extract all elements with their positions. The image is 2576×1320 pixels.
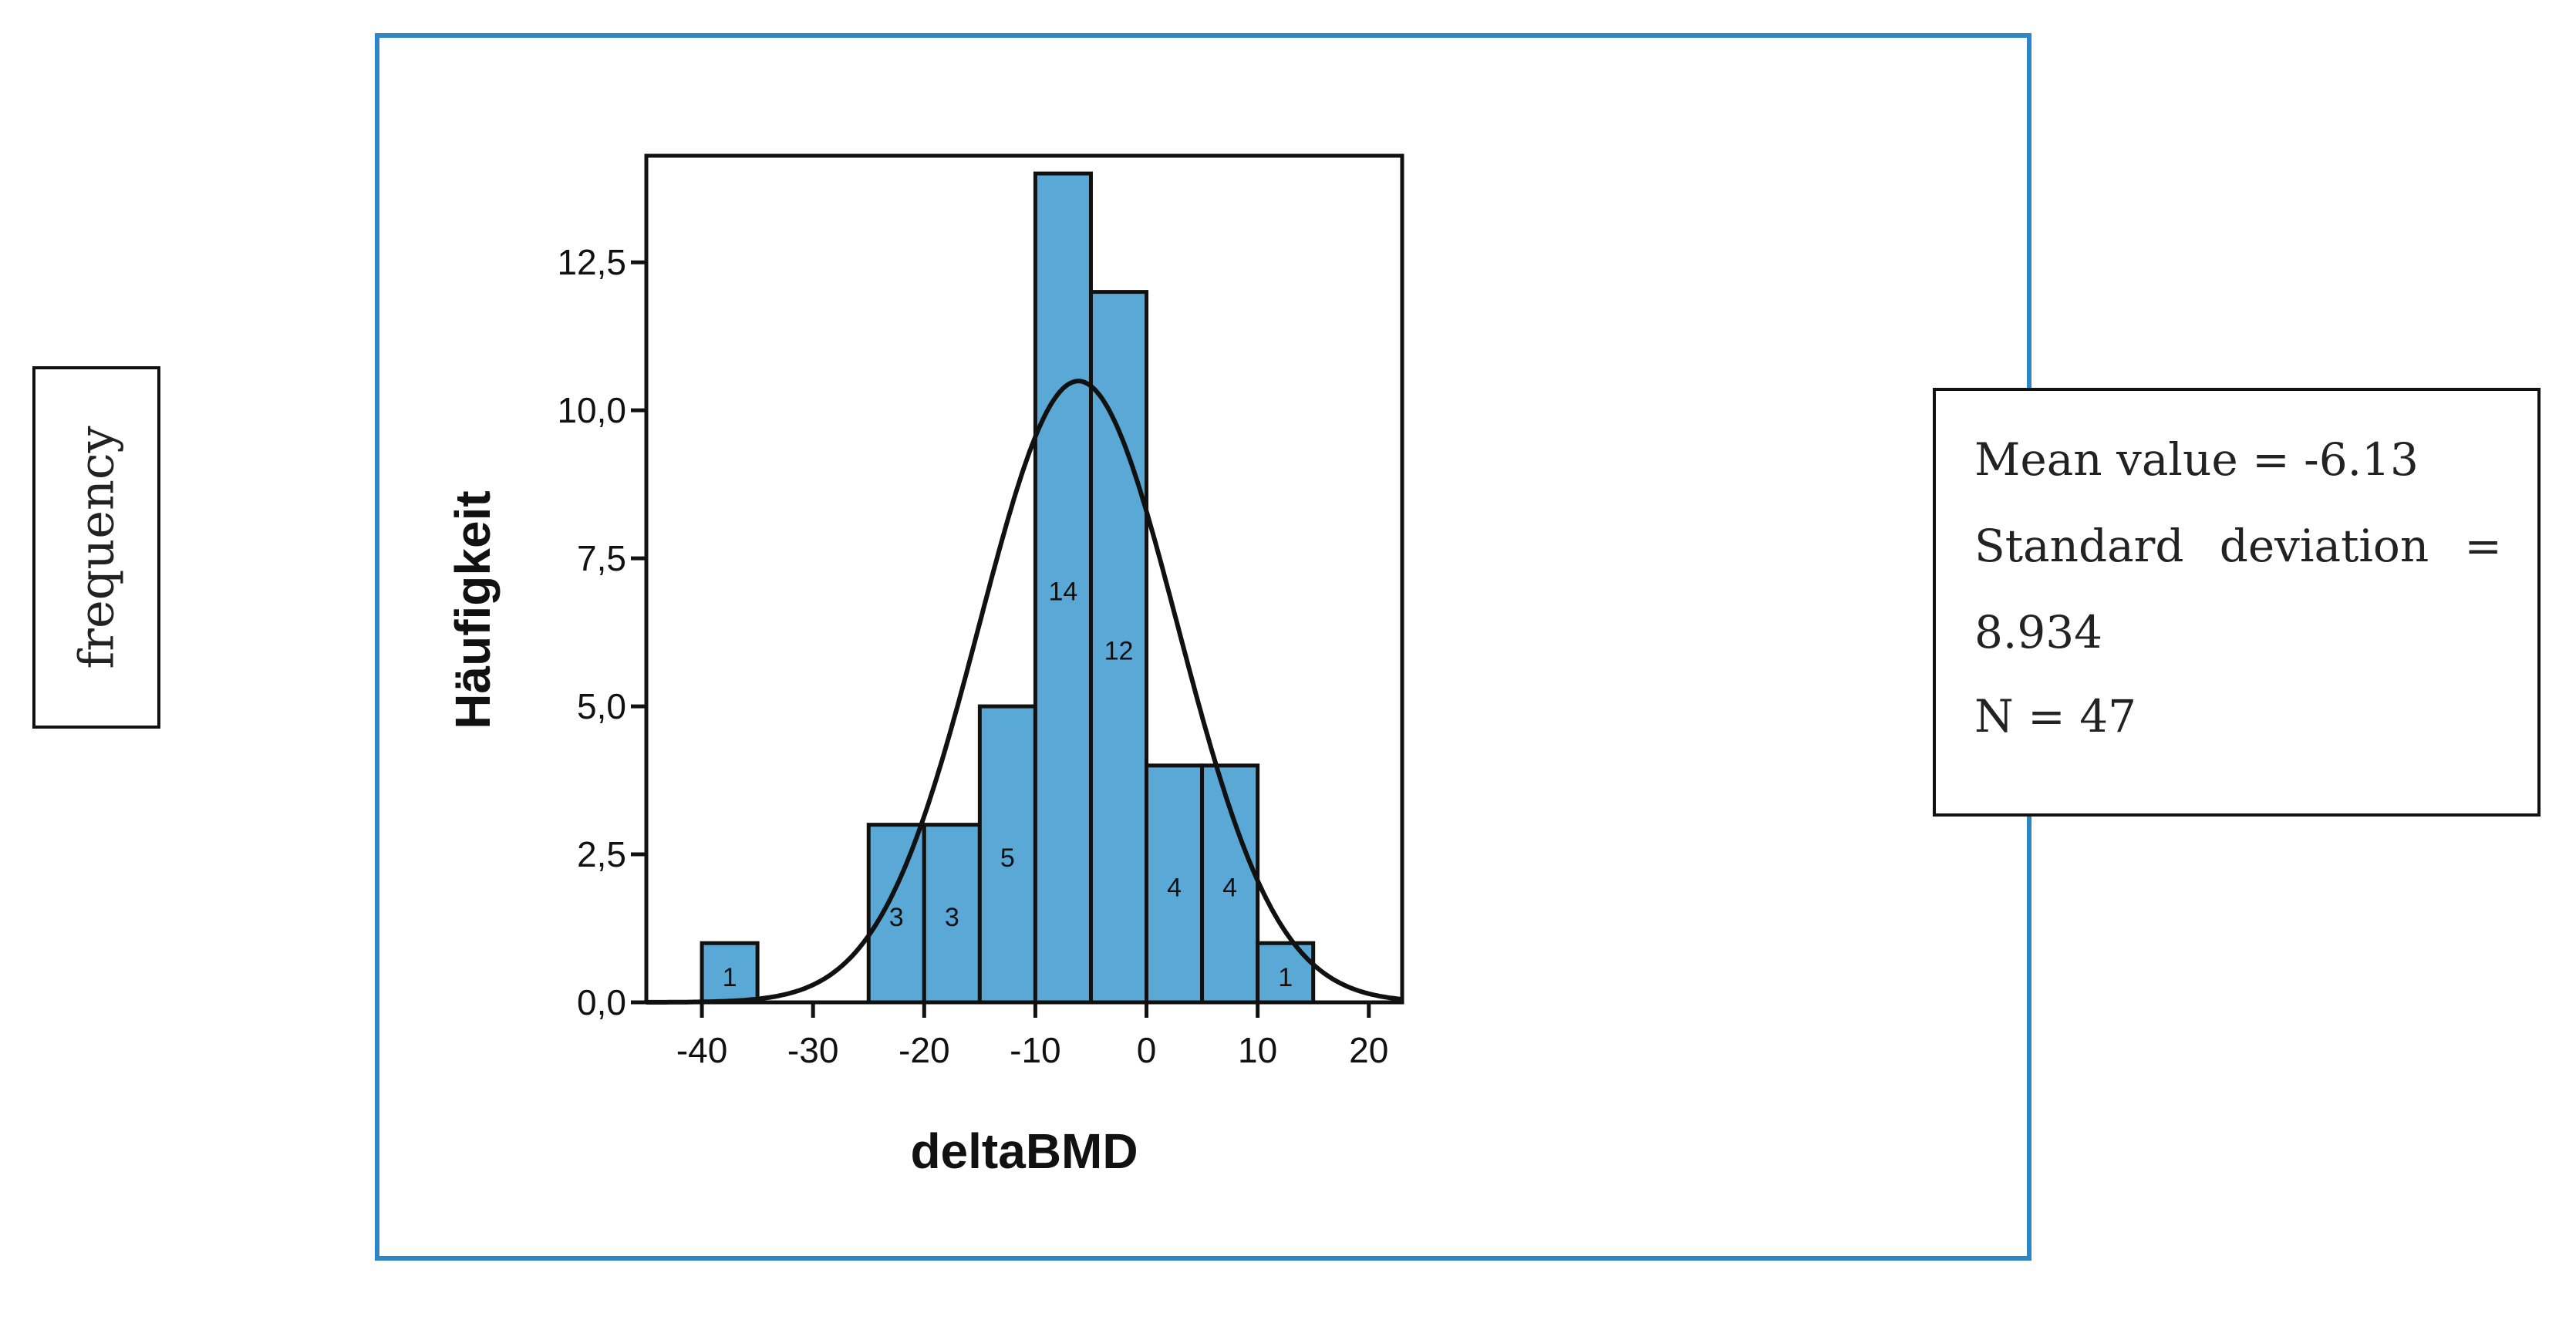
x-axis-title: deltaBMD [910, 1123, 1138, 1179]
standard-deviation-value: 8.934 [1974, 606, 2103, 658]
standard-word: Standard [1974, 520, 2184, 572]
y-tick-label: 7,5 [577, 538, 626, 578]
bar-count-label: 3 [889, 903, 904, 932]
x-tick-label: -20 [899, 1030, 949, 1070]
statistics-box: Mean value = -6.13 Standard deviation = … [1933, 388, 2541, 817]
bar-count-label: 4 [1222, 873, 1237, 902]
x-tick-label: 10 [1238, 1030, 1277, 1070]
mean-value-text: Mean value = -6.13 [1974, 433, 2419, 486]
bar-count-label: 4 [1167, 873, 1182, 902]
y-tick-label: 2,5 [577, 834, 626, 874]
histogram-bar [977, 704, 1037, 1005]
x-tick-label: -10 [1010, 1030, 1060, 1070]
y-tick-label: 12,5 [557, 242, 626, 282]
equals-sign: = [2464, 520, 2502, 572]
bar-count-label: 1 [1278, 963, 1293, 992]
y-tick-label: 5,0 [577, 686, 626, 726]
x-tick-label: -40 [676, 1030, 727, 1070]
deviation-word: deviation [2219, 520, 2429, 572]
bar-count-label: 12 [1104, 636, 1134, 665]
y-axis-title: Häufigkeit [445, 490, 501, 729]
bar-count-label: 5 [1000, 844, 1015, 873]
bar-count-label: 3 [945, 903, 959, 932]
x-tick-label: 20 [1349, 1030, 1388, 1070]
y-tick-label: 0,0 [577, 982, 626, 1022]
x-tick-label: -30 [787, 1030, 838, 1070]
normal-distribution-curve [646, 379, 1403, 1005]
histogram-bar [700, 941, 760, 1005]
frequency-label: frequency [68, 426, 125, 669]
standard-deviation-line: Standard deviation = [1974, 520, 2502, 572]
histogram-bar [1088, 290, 1149, 1005]
histogram-bar [866, 823, 926, 1005]
y-tick-label: 10,0 [557, 390, 626, 430]
sample-size-text: N = 47 [1974, 690, 2137, 742]
x-tick-label: 0 [1137, 1030, 1157, 1070]
bar-count-label: 1 [723, 963, 737, 992]
frequency-label-box: frequency [32, 366, 160, 729]
bar-count-label: 14 [1049, 578, 1078, 607]
